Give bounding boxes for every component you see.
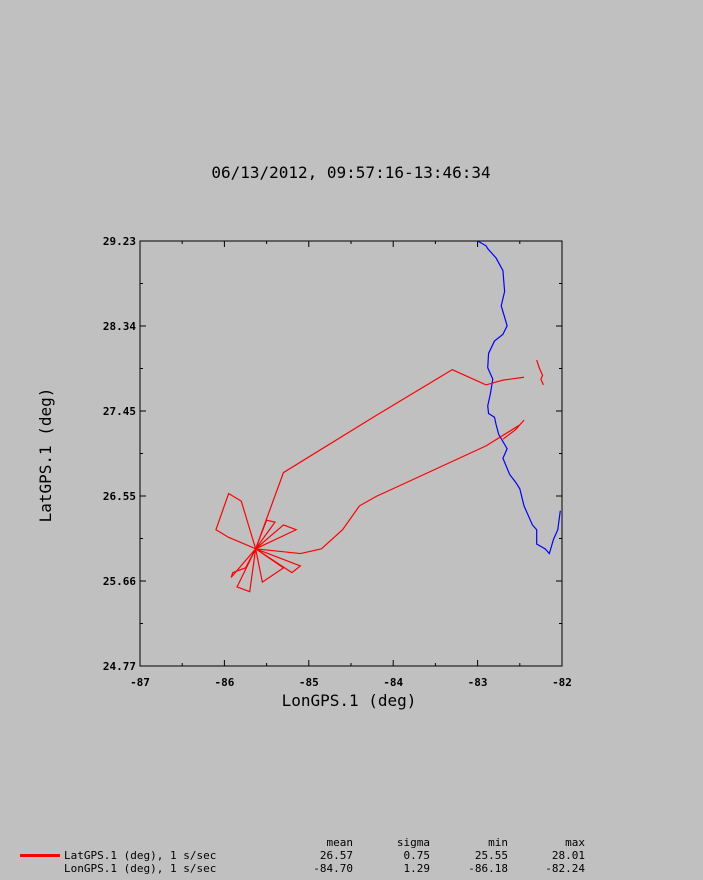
stats-header-sigma: sigma [396,836,430,849]
stats-header-max: max [565,836,585,849]
stat-sigma-lon: 1.29 [403,862,431,875]
y-tick-label: 29.23 [103,235,136,248]
stats-header-min: min [488,836,508,849]
stats-table: mean sigma min max LatGPS.1 (deg), 1 s/s… [18,836,598,875]
chart-title: 06/13/2012, 09:57:16-13:46:34 [211,163,490,182]
x-tick-label: -84 [383,676,403,689]
legend-swatch-lat [20,854,60,857]
x-tick-label: -87 [130,676,150,689]
x-tick-label: -83 [468,676,488,689]
stats-row-lat: LatGPS.1 (deg), 1 s/sec 26.57 0.75 25.55… [18,849,598,862]
x-tick-label: -86 [214,676,234,689]
stat-sigma-lat: 0.75 [403,849,431,862]
stat-mean-lon: -84.70 [313,862,353,875]
series-line-1 [536,359,544,386]
stat-max-lat: 28.01 [551,849,585,862]
stat-max-lon: -82.24 [545,862,585,875]
y-axis-label: LatGPS.1 (deg) [36,388,55,523]
y-tick-label: 27.45 [103,405,136,418]
plot-area: -87 -86 -85 -84 -83 -82 24.77 25.66 26.55 27.45 28… [103,235,572,689]
stat-min-lon: -86.18 [468,862,508,875]
legend-label-lat: LatGPS.1 (deg), 1 s/sec [64,849,217,862]
stats-header-row: mean sigma min max [18,836,598,849]
x-axis-label: LonGPS.1 (deg) [282,691,417,710]
y-tick-label: 26.55 [103,490,136,503]
stats-row-lon: LonGPS.1 (deg), 1 s/sec -84.70 1.29 -86.… [18,862,598,875]
coastline-line [477,241,561,555]
series-line-0 [215,368,525,593]
y-tick-label: 28.34 [103,320,136,333]
legend-label-lon: LonGPS.1 (deg), 1 s/sec [64,862,217,875]
stats-header-mean: mean [326,836,354,849]
x-tick-label: -85 [299,676,319,689]
y-tick-label: 25.66 [103,575,136,588]
chart: 06/13/2012, 09:57:16-13:46:34 -87 -86 -85-… [36,163,572,710]
y-tick-label: 24.77 [103,660,136,673]
x-tick-label: -82 [552,676,572,689]
stat-min-lat: 25.55 [474,849,508,862]
plot-frame [139,240,563,667]
stat-mean-lat: 26.57 [319,849,353,862]
